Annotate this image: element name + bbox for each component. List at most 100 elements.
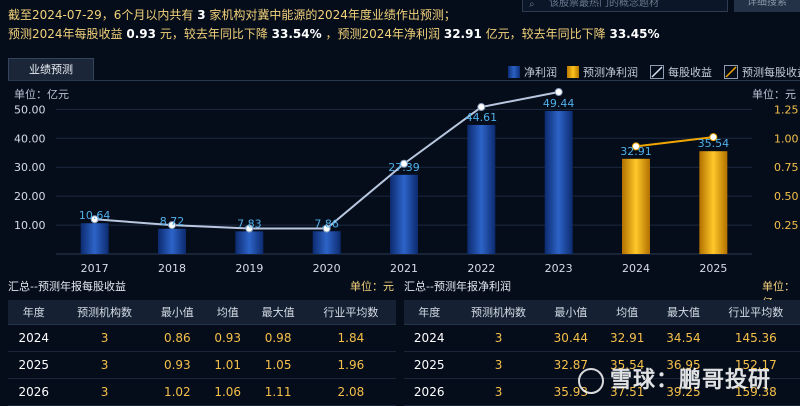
legend-label: 预测净利润 — [583, 66, 638, 79]
table-cell: 1.96 — [305, 351, 396, 379]
table-cell: 1.11 — [250, 378, 306, 406]
table-cell: 0.86 — [149, 324, 205, 352]
bar-data-label: 44.61 — [466, 111, 498, 124]
eps-value: 0.93 — [126, 27, 156, 41]
table-cell: 3 — [59, 324, 150, 352]
table-cell: 3 — [59, 378, 150, 406]
table-cell: 36.95 — [655, 351, 712, 379]
x-tick-label: 2021 — [390, 262, 418, 275]
column-header: 预测机构数 — [59, 300, 150, 325]
forecast-eps-line — [635, 136, 714, 148]
table-cell: 0.93 — [205, 324, 251, 352]
legend-forecast-profit[interactable]: 预测净利润 — [567, 64, 638, 80]
legend-label: 净利润 — [524, 66, 557, 79]
column-header: 最小值 — [149, 300, 205, 325]
profit-change-pct: 33.45% — [609, 27, 660, 41]
table-cell: 145.36 — [711, 324, 800, 352]
net-profit-bar — [390, 174, 418, 254]
net-profit-bar — [544, 110, 573, 254]
x-tick-label: 2019 — [235, 262, 263, 275]
net-profit-bar — [158, 228, 186, 254]
summary-line-2: 预测2024年每股收益 0.93 元，较去年同比下降 33.54% ，预测202… — [8, 25, 659, 42]
left-tick-label: 10.00 — [14, 219, 46, 232]
forecast-profit-bar — [622, 158, 650, 254]
bar-data-label: 49.44 — [543, 97, 575, 110]
column-header: 最大值 — [655, 300, 712, 325]
table-cell: 3 — [454, 324, 543, 352]
summary-prefix: 截至2024-07-29，6个月以内共有 — [8, 8, 194, 22]
profit-change-text: 亿元，较去年同比下降 — [485, 27, 606, 41]
left-tick-label: 20.00 — [14, 190, 46, 203]
legend-eps[interactable]: 每股收益 — [650, 64, 712, 80]
bar-swatch-icon — [508, 66, 520, 78]
bar-data-label: 10.64 — [79, 209, 111, 222]
net-profit-bar — [312, 231, 341, 254]
bar-data-label: 7.83 — [237, 217, 262, 230]
table-cell: 1.84 — [305, 324, 396, 352]
right-tick-label: 0.50 — [774, 190, 799, 203]
table-cell: 1.02 — [149, 378, 205, 406]
eps-forecast-table: 年度 预测机构数 最小值 均值 最大值 行业平均数 2024 3 0.86 0.93 0.98 1.… — [8, 300, 396, 406]
x-tick-label: 2024 — [622, 262, 650, 275]
legend-label: 每股收益 — [668, 66, 712, 79]
summary-suffix: 家机构对冀中能源的2024年度业绩作出预测； — [209, 8, 456, 22]
bar-data-label: 8.72 — [160, 215, 185, 228]
right-tick-label: 0.75 — [774, 161, 799, 174]
search-placeholder: 该股票最热门的概念题材 — [549, 0, 659, 9]
tab-forecast[interactable]: 业绩预测 — [8, 58, 94, 80]
table-cell: 2025 — [8, 351, 60, 379]
x-tick-label: 2018 — [158, 262, 186, 275]
table-cell: 2026 — [8, 378, 60, 406]
line-swatch-icon — [724, 65, 738, 79]
table-cell: 3 — [454, 378, 543, 406]
eps-point — [477, 103, 486, 112]
tab-bar: 业绩预测 — [8, 58, 800, 81]
eps-table-title: 汇总--预测年报每股收益 — [8, 280, 126, 293]
right-tick-label: 1.25 — [774, 103, 799, 116]
bar-data-label: 27.39 — [388, 161, 420, 174]
table-cell: 3 — [454, 351, 543, 379]
forecast-eps-point — [709, 133, 718, 142]
table-cell: 1.06 — [205, 378, 251, 406]
watermark: 雪球：鹏哥投研 — [578, 362, 771, 394]
column-header: 均值 — [599, 300, 656, 325]
forecast-eps-point — [632, 142, 640, 151]
eps-point — [400, 159, 408, 168]
legend-net-profit[interactable]: 净利润 — [508, 64, 557, 80]
table-cell: 0.98 — [250, 324, 306, 352]
search-input[interactable]: ⌕ 该股票最热门的概念题材 — [522, 0, 728, 12]
bar-data-label: 7.86 — [314, 217, 339, 230]
table-cell: 35.54 — [599, 351, 656, 379]
eps-point — [168, 221, 176, 230]
x-tick-label: 2020 — [313, 262, 341, 275]
watermark-text: 雪球：鹏哥投研 — [610, 368, 772, 393]
eps-point — [554, 88, 563, 96]
column-header: 预测机构数 — [454, 300, 543, 325]
net-profit-bar — [80, 223, 109, 254]
right-axis-unit: 单位：元 — [752, 88, 796, 101]
bar-data-label: 32.91 — [620, 145, 652, 158]
table-row: 2025 3 0.93 1.01 1.05 1.96 — [8, 351, 396, 379]
institution-count: 3 — [197, 8, 206, 22]
eps-change-text: 元，较去年同比下降 — [159, 27, 268, 41]
table-cell: 0.93 — [149, 351, 205, 379]
table-row: 2026 3 1.02 1.06 1.11 2.08 — [8, 378, 396, 406]
table-cell: 2024 — [8, 324, 60, 352]
eps-point — [245, 224, 254, 233]
x-tick-label: 2022 — [467, 262, 495, 275]
eps-change-pct: 33.54% — [271, 27, 322, 41]
search-icon: ⌕ — [529, 0, 535, 10]
legend-forecast-eps[interactable]: 预测每股收益 — [724, 64, 800, 80]
right-tick-label: 0.25 — [774, 219, 799, 232]
profit-value: 32.91 — [443, 27, 482, 41]
left-tick-label: 40.00 — [14, 132, 46, 145]
eps-table-unit: 单位：元 — [350, 280, 394, 293]
bar-swatch-icon — [567, 66, 579, 78]
xueqiu-logo-icon — [578, 368, 604, 394]
forecast-chart: 10.64 8.72 7.83 7.86 27.39 44.61 49.44 32.91 35.… — [14, 88, 799, 275]
table-cell: 152.17 — [711, 351, 800, 379]
search-button[interactable]: 详细搜索 — [734, 0, 800, 12]
column-header: 最小值 — [542, 300, 600, 325]
table-cell: 1.05 — [250, 351, 306, 379]
profit-table-title: 汇总--预测年报净利润 — [404, 280, 511, 293]
